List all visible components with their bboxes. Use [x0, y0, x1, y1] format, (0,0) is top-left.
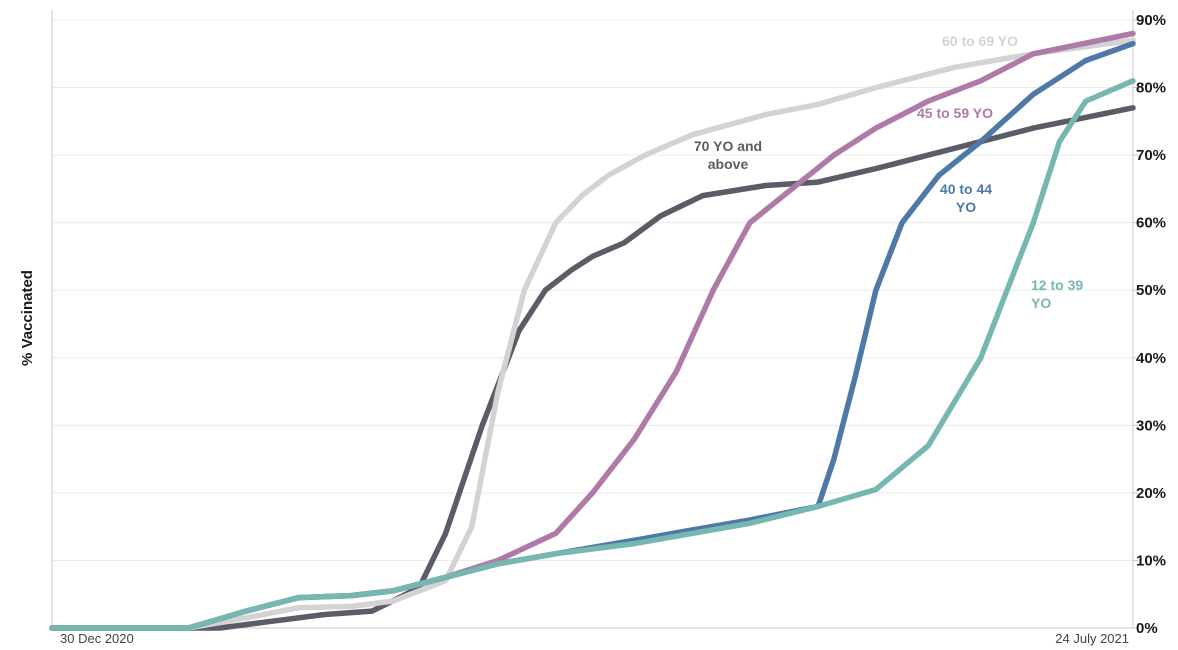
y-axis-label: % Vaccinated — [19, 270, 36, 366]
series-line-60-to-69-yo — [49, 37, 1136, 631]
y-tick-labels: 0% 10% 20% 30% 40% 50% 60% 70% 80% 90% — [1133, 12, 1166, 637]
y-tick-label: 20% — [1136, 485, 1166, 502]
series-lines — [49, 30, 1136, 631]
series-labels: 70 YO and above 60 to 69 YO 45 to 59 YO 40 t… — [694, 33, 1083, 311]
y-tick-label: 10% — [1136, 552, 1166, 569]
x-tick-end: 24 July 2021 — [1055, 631, 1129, 646]
series-line-45-to-59-yo — [49, 30, 1136, 631]
y-tick-label: 30% — [1136, 417, 1166, 434]
grid-lines — [52, 19, 1133, 561]
series-line-12-to-39-yo — [49, 78, 1136, 631]
y-tick-label: 0% — [1136, 620, 1158, 637]
axes — [51, 10, 1134, 629]
y-tick-label: 60% — [1136, 215, 1166, 232]
series-label-45-to-59-yo: 45 to 59 YO — [917, 105, 993, 121]
series-label-40-to-44-yo: 40 to 44 YO — [940, 181, 992, 215]
series-label-12-to-39-yo: 12 to 39 YO — [1031, 277, 1083, 311]
series-label-60-to-69-yo: 60 to 69 YO — [942, 33, 1018, 49]
y-tick-label: 80% — [1136, 80, 1166, 97]
y-tick-label: 40% — [1136, 350, 1166, 367]
series-line-70-yo-and-above — [49, 105, 1136, 631]
x-tick-start: 30 Dec 2020 — [60, 631, 134, 646]
y-tick-label: 50% — [1136, 282, 1166, 299]
series-label-70-yo-and-above: 70 YO and above — [694, 138, 762, 172]
y-tick-label: 90% — [1136, 12, 1166, 29]
series-line-40-to-44-yo — [49, 40, 1136, 631]
y-tick-label: 70% — [1136, 147, 1166, 164]
